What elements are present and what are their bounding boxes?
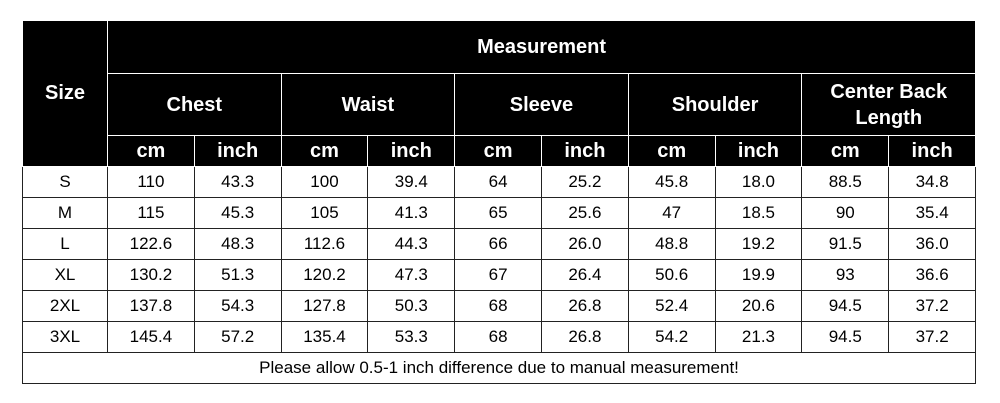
- value-cell: 19.9: [714, 259, 803, 291]
- data-row: S 110 43.3 100 39.4 64 25.2 45.8 18.0 88.5 34.8: [22, 166, 977, 198]
- value-cell: 48.3: [193, 228, 282, 260]
- size-cell: L: [22, 228, 108, 260]
- unit-header: cm: [280, 135, 369, 167]
- data-row: 2XL 137.8 54.3 127.8 50.3 68 26.8 52.4 20.6 94.5 3…: [22, 290, 977, 322]
- value-cell: 50.3: [367, 290, 456, 322]
- value-cell: 112.6: [280, 228, 369, 260]
- value-cell: 100: [280, 166, 369, 198]
- value-cell: 48.8: [627, 228, 716, 260]
- size-cell: 3XL: [22, 321, 108, 353]
- value-cell: 34.8: [888, 166, 977, 198]
- value-cell: 37.2: [888, 321, 977, 353]
- unit-header: inch: [367, 135, 456, 167]
- value-cell: 110: [107, 166, 195, 198]
- unit-header: cm: [107, 135, 195, 167]
- value-cell: 45.8: [627, 166, 716, 198]
- header-row: Size Measurement: [22, 20, 977, 167]
- value-cell: 25.6: [540, 197, 629, 229]
- value-cell: 26.8: [540, 321, 629, 353]
- value-cell: 88.5: [801, 166, 890, 198]
- size-table: Size Measurement Chest Waist Sleeve Shoulder C…: [21, 20, 977, 384]
- value-cell: 94.5: [801, 321, 890, 353]
- size-cell: M: [22, 197, 108, 229]
- value-cell: 45.3: [193, 197, 282, 229]
- value-cell: 26.0: [540, 228, 629, 260]
- value-cell: 18.0: [714, 166, 803, 198]
- value-cell: 41.3: [367, 197, 456, 229]
- value-cell: 51.3: [193, 259, 282, 291]
- group-header: Center Back Length: [801, 73, 977, 136]
- value-cell: 26.8: [540, 290, 629, 322]
- value-cell: 120.2: [280, 259, 369, 291]
- unit-row: cm inch cm inch cm inch cm inch cm inch: [23, 135, 977, 167]
- value-cell: 54.2: [627, 321, 716, 353]
- unit-header: inch: [540, 135, 629, 167]
- unit-header: inch: [888, 135, 977, 167]
- value-cell: 47: [627, 197, 716, 229]
- value-cell: 52.4: [627, 290, 716, 322]
- value-cell: 64: [454, 166, 542, 198]
- measurement-header: Measurement: [106, 20, 977, 74]
- value-cell: 68: [454, 290, 542, 322]
- unit-header: inch: [714, 135, 803, 167]
- value-cell: 21.3: [714, 321, 803, 353]
- size-chart: Size Measurement Chest Waist Sleeve Shoulder C…: [21, 20, 977, 384]
- data-row: XL 130.2 51.3 120.2 47.3 67 26.4 50.6 19.9 93 36.6: [22, 259, 977, 291]
- value-cell: 145.4: [107, 321, 195, 353]
- value-cell: 37.2: [888, 290, 977, 322]
- value-cell: 130.2: [107, 259, 195, 291]
- value-cell: 90: [801, 197, 890, 229]
- value-cell: 93: [801, 259, 890, 291]
- value-cell: 47.3: [367, 259, 456, 291]
- size-cell: S: [22, 166, 108, 198]
- value-cell: 50.6: [627, 259, 716, 291]
- group-header: Shoulder: [627, 73, 803, 136]
- value-cell: 35.4: [888, 197, 977, 229]
- size-cell: 2XL: [22, 290, 108, 322]
- value-cell: 57.2: [193, 321, 282, 353]
- value-cell: 54.3: [193, 290, 282, 322]
- unit-header: cm: [627, 135, 716, 167]
- value-cell: 122.6: [107, 228, 195, 260]
- value-cell: 105: [280, 197, 369, 229]
- value-cell: 44.3: [367, 228, 456, 260]
- footer-note: Please allow 0.5-1 inch difference due t…: [21, 352, 977, 384]
- value-cell: 25.2: [540, 166, 629, 198]
- group-header: Waist: [280, 73, 456, 136]
- footer-row: Please allow 0.5-1 inch difference due t…: [21, 352, 977, 384]
- value-cell: 20.6: [714, 290, 803, 322]
- unit-header: inch: [193, 135, 282, 167]
- size-cell: XL: [22, 259, 108, 291]
- value-cell: 135.4: [280, 321, 369, 353]
- group-header: Sleeve: [454, 73, 629, 136]
- data-row: M 115 45.3 105 41.3 65 25.6 47 18.5 90 35.4: [22, 197, 977, 229]
- group-header: Chest: [107, 73, 282, 136]
- value-cell: 127.8: [280, 290, 369, 322]
- value-cell: 94.5: [801, 290, 890, 322]
- data-row: L 122.6 48.3 112.6 44.3 66 26.0 48.8 19.2 91.5 36.…: [22, 228, 977, 260]
- value-cell: 65: [454, 197, 542, 229]
- value-cell: 36.6: [888, 259, 977, 291]
- value-cell: 66: [454, 228, 542, 260]
- size-header: Size: [22, 20, 108, 167]
- value-cell: 19.2: [714, 228, 803, 260]
- value-cell: 39.4: [367, 166, 456, 198]
- group-row: Chest Waist Sleeve Shoulder Center Back Leng…: [23, 73, 977, 136]
- value-cell: 115: [107, 197, 195, 229]
- unit-header: cm: [454, 135, 542, 167]
- unit-header: cm: [801, 135, 890, 167]
- value-cell: 43.3: [193, 166, 282, 198]
- value-cell: 137.8: [107, 290, 195, 322]
- value-cell: 68: [454, 321, 542, 353]
- data-row: 3XL 145.4 57.2 135.4 53.3 68 26.8 54.2 21.3 94.5 3…: [22, 321, 977, 353]
- value-cell: 36.0: [888, 228, 977, 260]
- value-cell: 18.5: [714, 197, 803, 229]
- value-cell: 91.5: [801, 228, 890, 260]
- value-cell: 67: [454, 259, 542, 291]
- value-cell: 53.3: [367, 321, 456, 353]
- value-cell: 26.4: [540, 259, 629, 291]
